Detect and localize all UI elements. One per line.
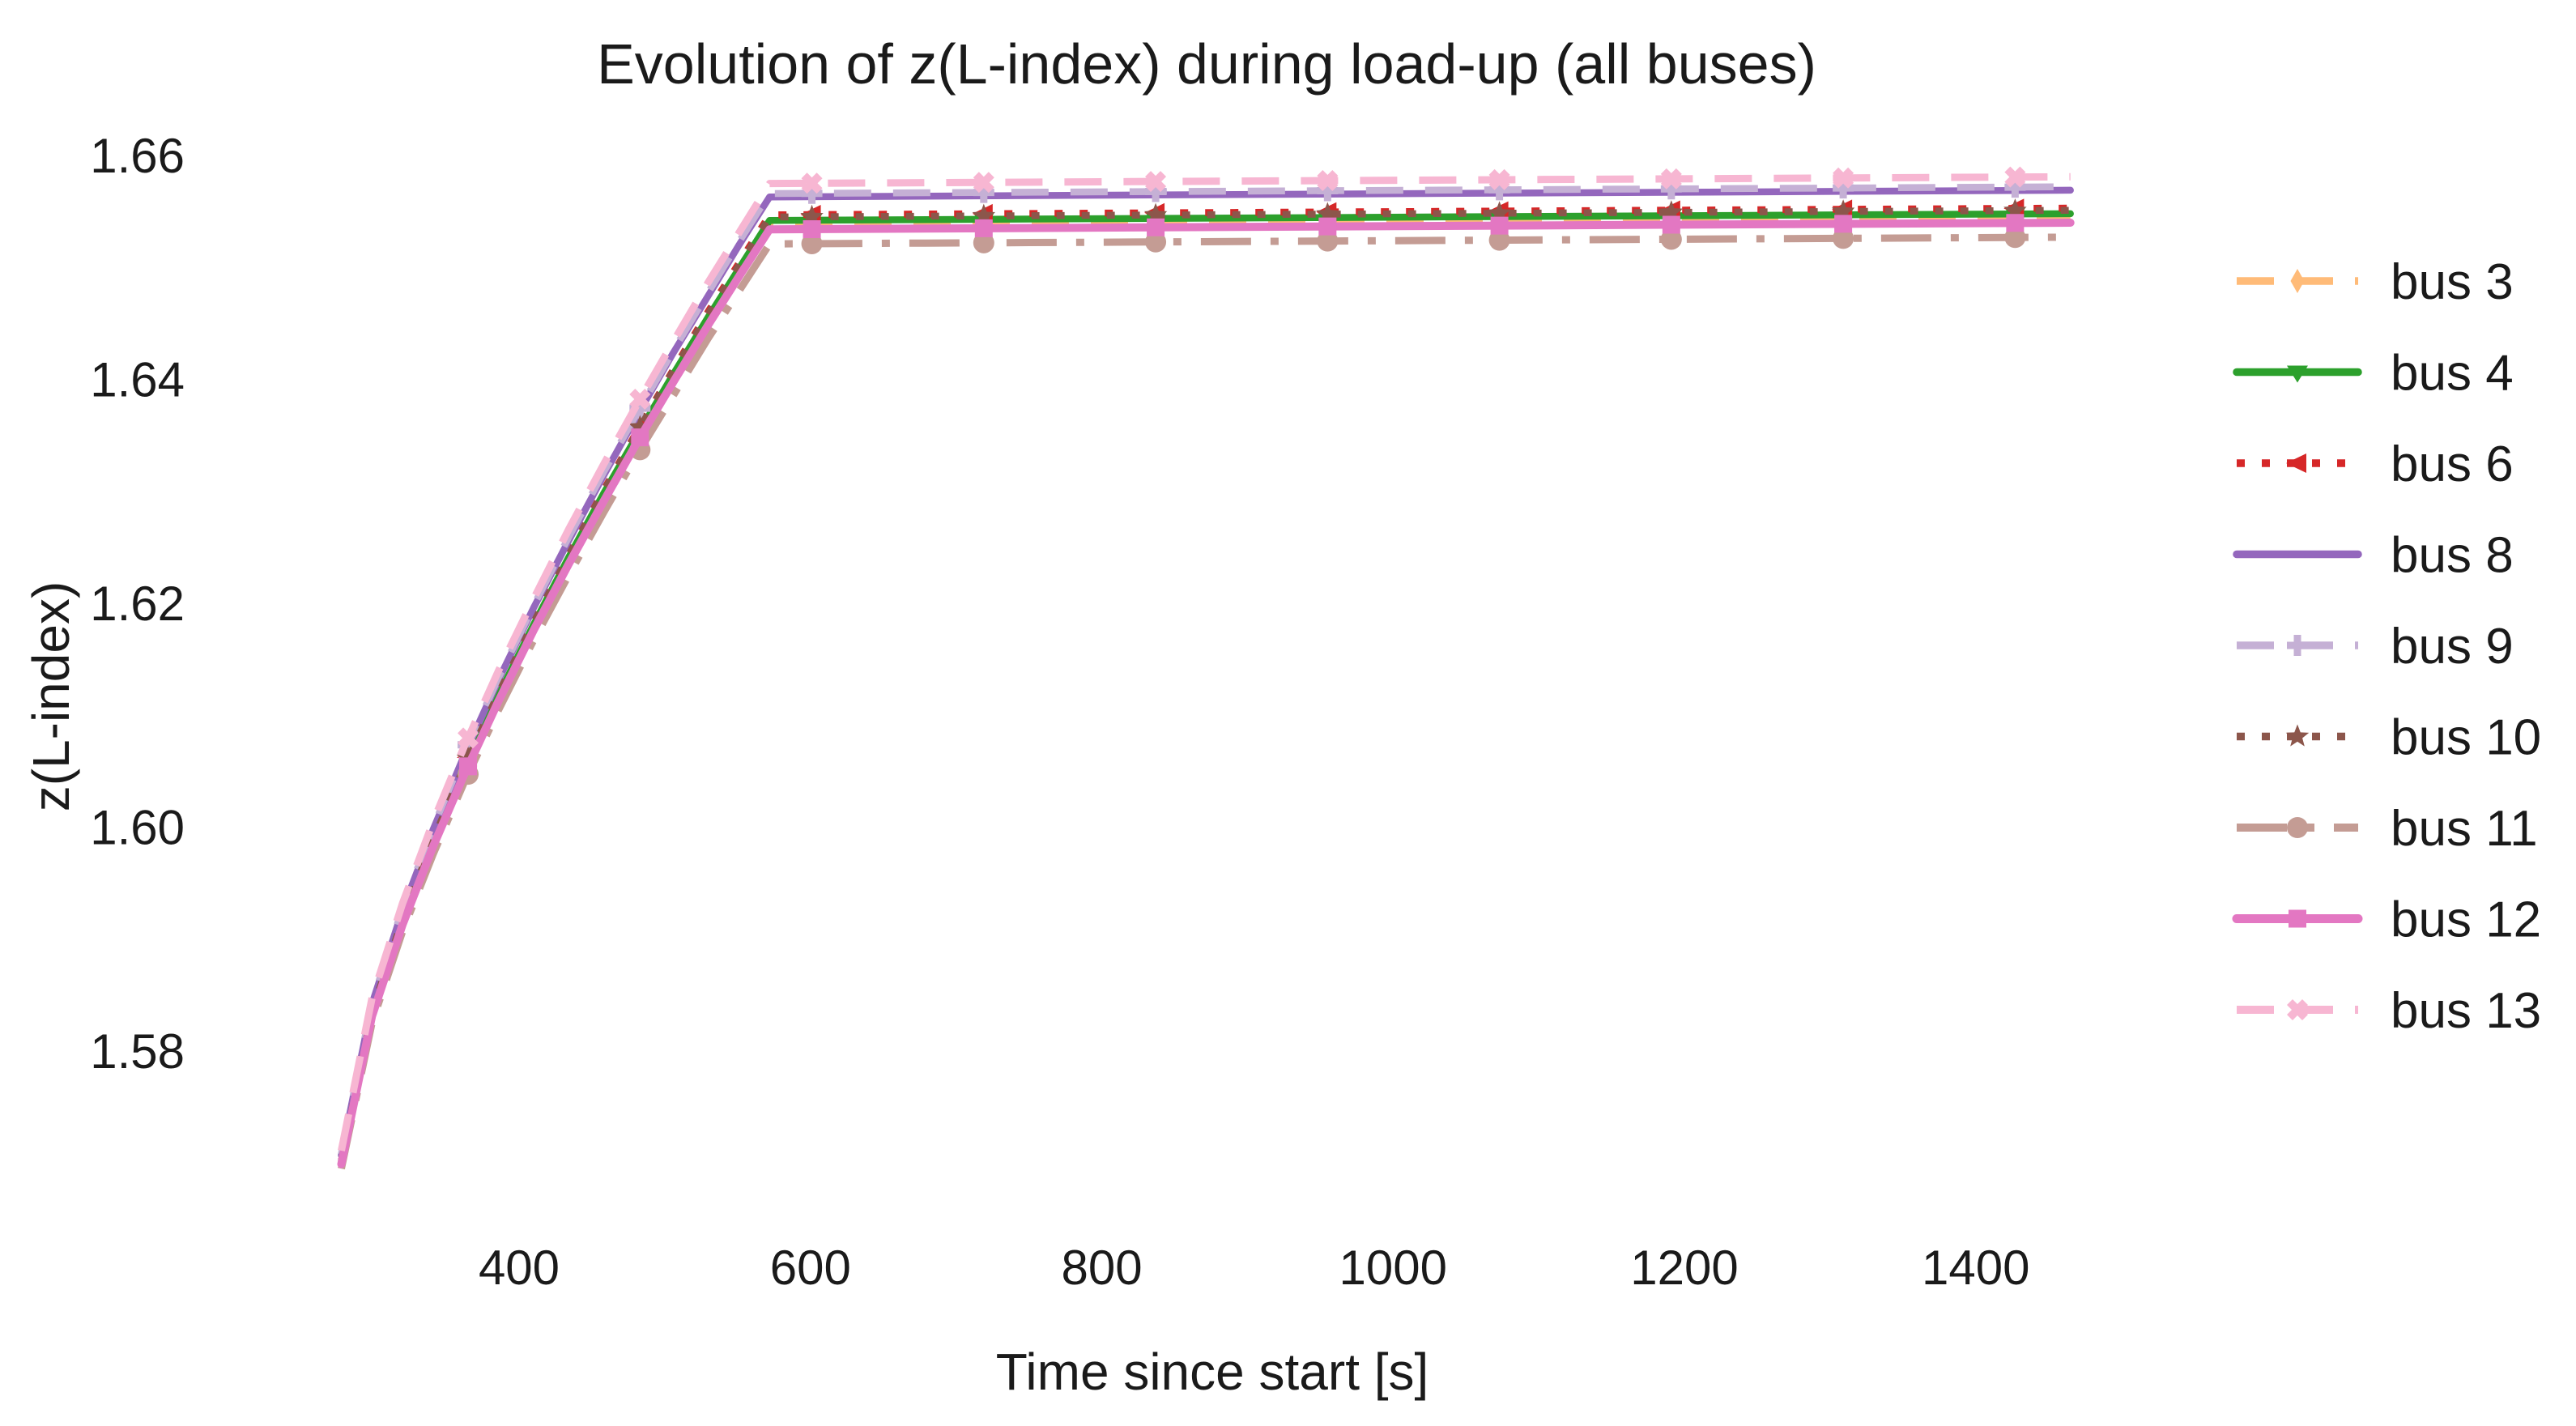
legend-entry-bus-10: bus 10 (2237, 710, 2541, 766)
data-point-marker (2285, 724, 2310, 747)
data-point-marker (2004, 166, 2026, 188)
data-point-marker (803, 219, 821, 238)
data-point-marker (1833, 177, 1854, 199)
x-tick-label: 600 (770, 1241, 851, 1295)
data-point-marker (1660, 228, 1682, 250)
legend-entry-bus-9: bus 9 (2237, 619, 2514, 675)
data-point-marker (1488, 179, 1510, 201)
legend-entry-bus-6: bus 6 (2237, 436, 2514, 492)
data-point-marker (973, 172, 994, 194)
data-point-marker (1659, 200, 1684, 223)
legend-label: bus 6 (2391, 436, 2514, 492)
y-tick-label: 1.58 (90, 1024, 185, 1079)
legend: bus 3 bus 4 bus 6 bus 8 bus 9 bus 10 bus 11 bus… (2232, 254, 2541, 1039)
data-point-marker (2287, 999, 2308, 1020)
series-line (338, 233, 2071, 1170)
legend-label: bus 11 (2391, 801, 2538, 857)
y-axis-label: z(L-index) (22, 581, 80, 812)
data-point-marker (1317, 230, 1339, 252)
data-point-marker (2287, 365, 2308, 383)
data-point-marker (2286, 453, 2306, 473)
legend-label: bus 3 (2391, 254, 2514, 310)
data-point-marker (1660, 168, 1682, 189)
data-point-marker (972, 203, 996, 226)
y-tick-label: 1.60 (90, 801, 185, 855)
x-tick-label: 800 (1061, 1241, 1142, 1295)
data-point-marker (1833, 167, 1854, 189)
data-point-marker (1660, 178, 1682, 200)
legend-label: bus 10 (2391, 710, 2541, 766)
data-point-marker (1145, 231, 1167, 253)
data-point-marker (1145, 171, 1167, 193)
data-point-marker (974, 219, 993, 237)
data-point-marker (1490, 216, 1509, 235)
data-point-marker (1488, 168, 1510, 190)
x-tick-label: 400 (479, 1241, 560, 1295)
data-point-marker (2004, 227, 2026, 249)
data-point-marker (2290, 269, 2305, 293)
data-point-marker (1318, 217, 1337, 236)
x-tick-label: 1000 (1339, 1241, 1447, 1295)
legend-label: bus 12 (2391, 892, 2541, 948)
data-point-marker (459, 757, 478, 776)
data-point-marker (973, 232, 994, 253)
legend-label: bus 8 (2391, 528, 2514, 584)
data-point-marker (1316, 202, 1339, 224)
data-point-marker (629, 398, 651, 419)
data-point-marker (801, 232, 823, 254)
data-point-marker (801, 172, 823, 194)
data-point-marker (2004, 177, 2026, 198)
data-point-marker (458, 727, 479, 749)
data-point-marker (1833, 228, 1854, 249)
legend-entry-bus-8: bus 8 (2233, 528, 2514, 584)
data-point-marker (1488, 201, 1511, 223)
data-point-marker (2006, 214, 2025, 232)
legend-entry-bus-11: bus 11 (2237, 801, 2538, 857)
data-point-marker (631, 428, 649, 447)
data-point-marker (2287, 817, 2308, 838)
data-point-marker (1317, 170, 1339, 192)
data-point-marker (1831, 199, 1855, 222)
data-point-marker (973, 181, 994, 203)
data-point-marker (801, 182, 823, 204)
y-tick-label: 1.64 (90, 353, 185, 407)
x-tick-label: 1200 (1630, 1241, 1738, 1295)
legend-entry-bus-12: bus 12 (2232, 892, 2541, 948)
data-point-marker (2289, 909, 2306, 928)
series-bus-13 (338, 166, 2071, 1151)
y-tick-label: 1.66 (90, 129, 185, 183)
data-point-marker (1145, 181, 1167, 202)
y-tick-labels: 1.58 1.60 1.62 1.64 1.66 (90, 129, 185, 1079)
legend-label: bus 9 (2391, 619, 2514, 675)
series-lines (337, 166, 2075, 1170)
data-point-marker (629, 389, 651, 411)
legend-entry-bus-3: bus 3 (2237, 254, 2514, 310)
series-line (338, 172, 2071, 1151)
data-point-marker (1662, 215, 1680, 234)
legend-entry-bus-13: bus 13 (2237, 983, 2541, 1039)
chart-title: Evolution of z(L-index) during load-up (… (597, 32, 1816, 96)
data-point-marker (800, 204, 824, 227)
data-point-marker (1834, 215, 1853, 233)
data-point-marker (1143, 202, 1168, 225)
data-point-marker (1317, 180, 1339, 202)
x-tick-label: 1400 (1922, 1241, 2029, 1295)
data-point-marker (1488, 229, 1510, 251)
data-point-marker (628, 415, 652, 437)
x-tick-labels: 400 600 800 1000 1200 1400 (479, 1241, 2030, 1295)
data-point-marker (2003, 198, 2027, 221)
series-line (337, 219, 2075, 1168)
data-point-marker (1147, 218, 1165, 236)
series-bus-12 (337, 214, 2075, 1168)
legend-label: bus 13 (2391, 983, 2541, 1039)
x-axis-label: Time since start [s] (996, 1343, 1429, 1401)
legend-entry-bus-4: bus 4 (2233, 346, 2514, 402)
legend-label: bus 4 (2391, 346, 2514, 402)
y-tick-label: 1.62 (90, 577, 185, 631)
data-point-marker (2287, 635, 2308, 656)
